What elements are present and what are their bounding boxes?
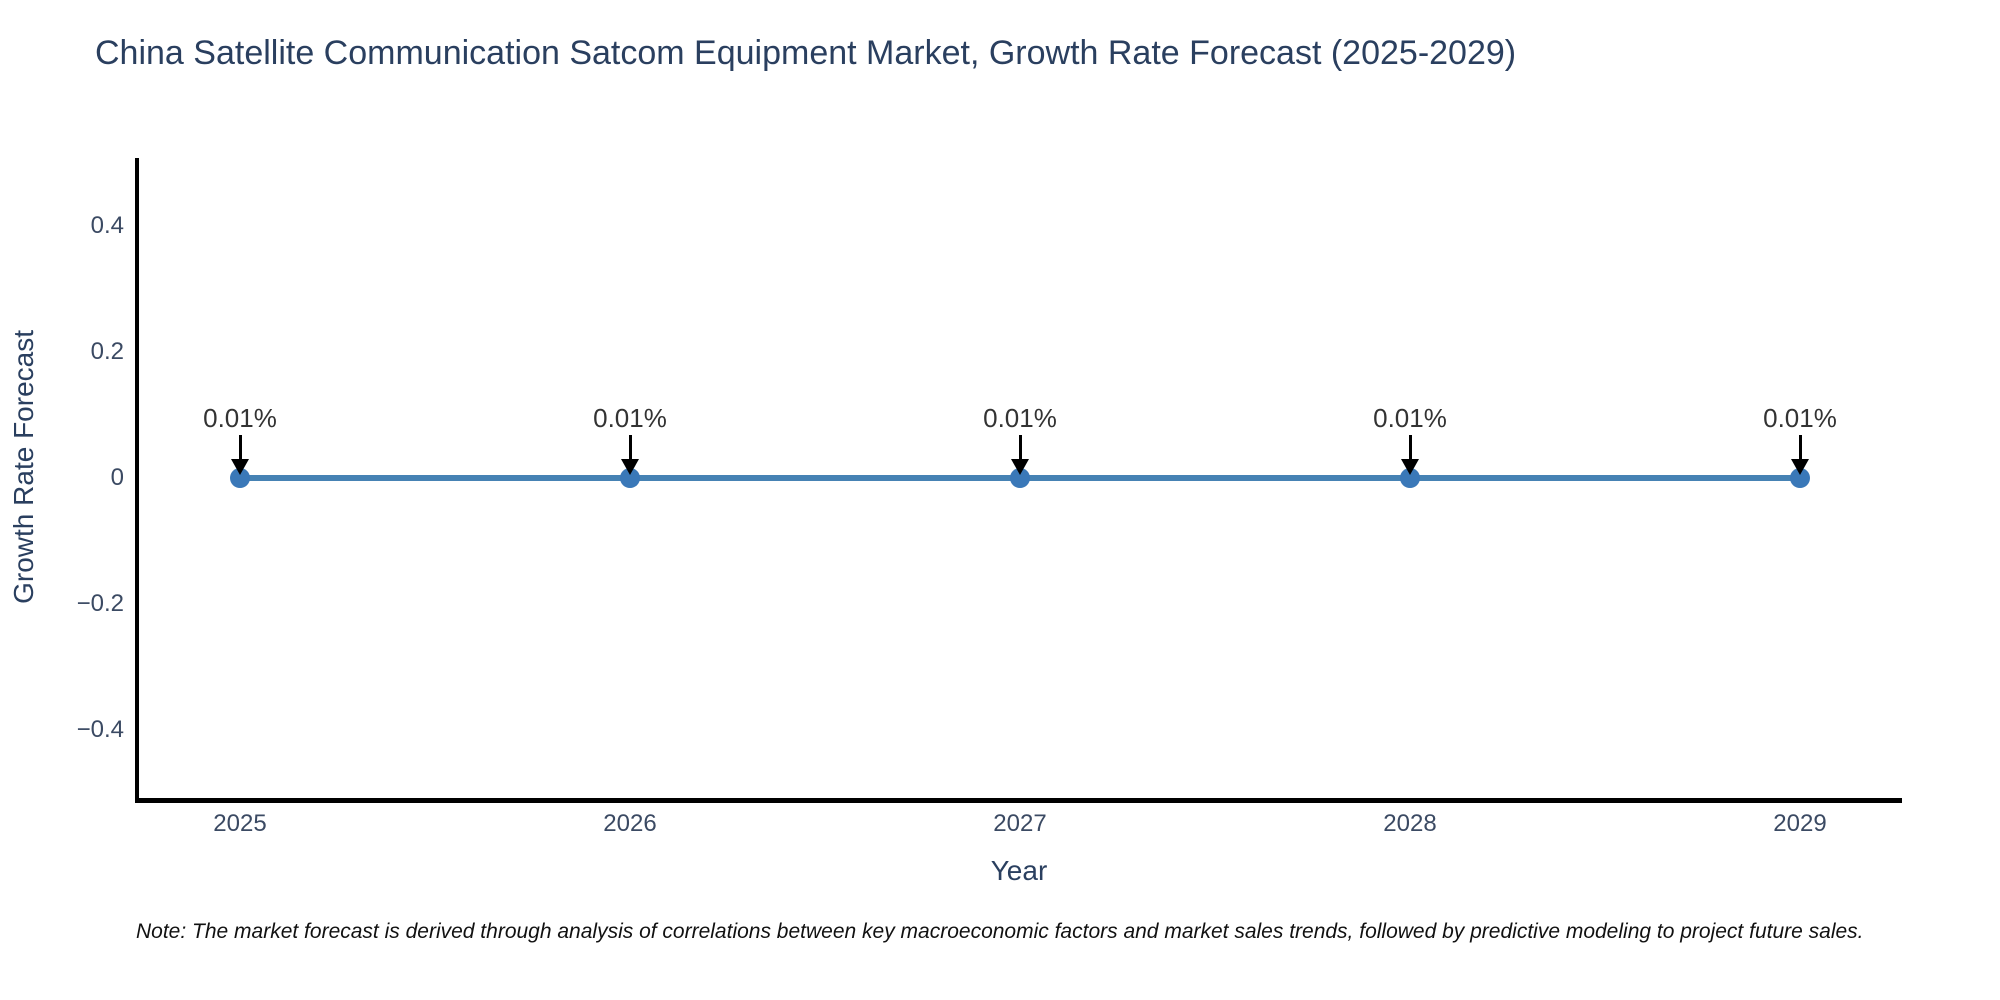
- annotation-arrowhead-icon: [621, 459, 639, 475]
- y-tick-label: 0.2: [90, 338, 124, 365]
- annotation-arrowhead-icon: [1401, 459, 1419, 475]
- annotation-arrow-icon: [1799, 435, 1802, 461]
- y-tick-label: −0.4: [76, 716, 124, 743]
- point-annotation: 0.01%: [1373, 403, 1447, 433]
- x-axis-title: Year: [990, 855, 1048, 886]
- point-annotation: 0.01%: [983, 403, 1057, 433]
- point-annotation: 0.01%: [203, 403, 277, 433]
- chart-title: China Satellite Communication Satcom Equ…: [95, 34, 1517, 72]
- x-tick-label: 2026: [603, 810, 657, 837]
- x-tick-label: 2025: [213, 810, 267, 837]
- annotation-arrow-icon: [1019, 435, 1022, 461]
- point-annotation: 0.01%: [593, 403, 667, 433]
- x-tick-label: 2029: [1773, 810, 1827, 837]
- annotation-arrowhead-icon: [231, 459, 249, 475]
- y-axis-line: [135, 158, 139, 803]
- note-text: Note: The market forecast is derived thr…: [136, 920, 1864, 943]
- annotation-arrow-icon: [239, 435, 242, 461]
- y-tick-label: 0: [110, 464, 124, 491]
- x-tick-label: 2027: [993, 810, 1047, 837]
- x-axis-line: [135, 798, 1902, 803]
- x-tick-label: 2028: [1383, 810, 1437, 837]
- point-annotation: 0.01%: [1763, 403, 1837, 433]
- annotation-arrowhead-icon: [1791, 459, 1809, 475]
- annotation-arrowhead-icon: [1011, 459, 1029, 475]
- annotation-arrow-icon: [1409, 435, 1412, 461]
- y-tick-label: 0.4: [90, 212, 124, 239]
- annotation-arrow-icon: [629, 435, 632, 461]
- y-tick-label: −0.2: [76, 590, 124, 617]
- y-axis-title: Growth Rate Forecast: [8, 330, 39, 604]
